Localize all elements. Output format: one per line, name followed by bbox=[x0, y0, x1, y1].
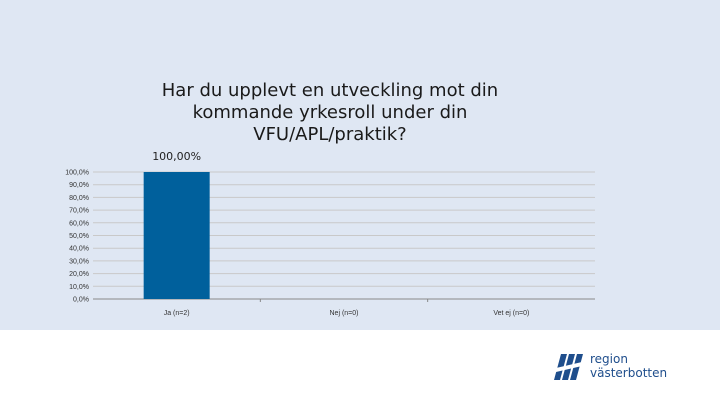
x-tick-label: Nej (n=0) bbox=[330, 310, 359, 317]
chart-panel bbox=[0, 0, 720, 330]
bar bbox=[143, 172, 210, 299]
y-tick-label: 80,0% bbox=[69, 195, 89, 202]
y-tick-label: 30,0% bbox=[69, 258, 89, 265]
y-tick-label: 60,0% bbox=[69, 220, 89, 227]
region-vasterbotten-logo: region västerbotten bbox=[552, 352, 702, 384]
y-tick-label: 20,0% bbox=[69, 271, 89, 278]
region-logo-icon bbox=[554, 354, 583, 380]
logo-line-vasterbotten: västerbotten bbox=[590, 366, 668, 380]
y-axis-tick-labels: 0,0% 10,0% 20,0% 30,0% 40,0% 50,0% 60,0% 70,0% 8… bbox=[65, 170, 89, 304]
y-tick-label: 50,0% bbox=[69, 233, 89, 240]
logo-line-region: region bbox=[590, 352, 628, 366]
x-axis-tick-labels: Ja (n=2) Nej (n=0) Vet ej (n=0) bbox=[164, 310, 530, 317]
y-tick-label: 40,0% bbox=[69, 246, 89, 253]
bars bbox=[143, 172, 210, 299]
logo-text: region västerbotten bbox=[590, 352, 667, 380]
data-label: 100,00% bbox=[152, 150, 201, 163]
y-tick-label: 90,0% bbox=[69, 182, 89, 189]
y-tick-label: 10,0% bbox=[69, 284, 89, 291]
x-tick-label: Vet ej (n=0) bbox=[493, 310, 529, 317]
chart-title: Har du upplevt en utveckling mot din kom… bbox=[161, 80, 499, 145]
x-tick-label: Ja (n=2) bbox=[164, 310, 190, 317]
y-tick-label: 0,0% bbox=[73, 297, 89, 304]
y-tick-label: 100,0% bbox=[65, 170, 89, 177]
data-labels: 100,00% bbox=[152, 150, 201, 163]
bar-chart: 0,0% 10,0% 20,0% 30,0% 40,0% 50,0% 60,0% 70,0% 8… bbox=[65, 150, 595, 317]
y-tick-label: 70,0% bbox=[69, 208, 89, 215]
